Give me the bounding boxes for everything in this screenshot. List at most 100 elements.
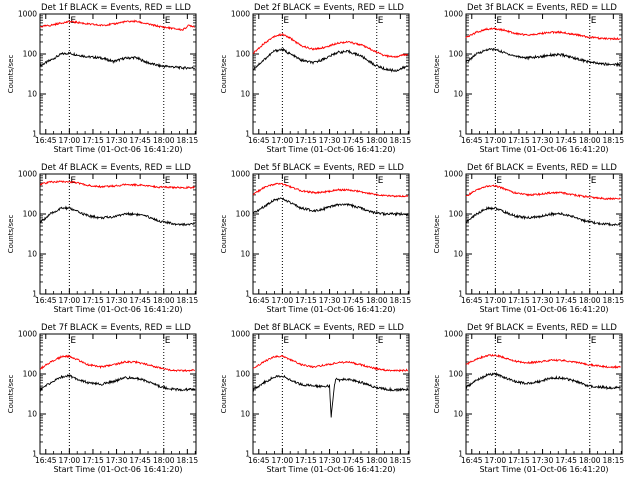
x-tick-label: 17:45: [555, 456, 577, 465]
x-tick-label: 18:00: [579, 136, 601, 145]
y-tick-label: 10: [27, 250, 37, 259]
x-tick-label: 17:45: [342, 456, 364, 465]
x-tick-label: 18:15: [603, 296, 625, 305]
panel-title: Det 4f BLACK = Events, RED = LLD: [41, 163, 191, 173]
x-axis-label: Start Time (01-Oct-06 16:41:20): [53, 305, 182, 314]
x-tick-label: 17:45: [129, 136, 151, 145]
detector-panel: Det 5f BLACK = Events, RED = LLD 1 10 100 10…: [220, 163, 411, 314]
y-tick-label: 100: [23, 50, 38, 59]
x-tick-label: 18:00: [366, 296, 388, 305]
x-axis-label: Start Time (01-Oct-06 16:41:20): [479, 145, 608, 154]
y-tick-label: 1: [458, 290, 463, 299]
time-marker-label: E: [165, 16, 171, 26]
x-tick-label: 17:00: [272, 456, 294, 465]
panel-title: Det 3f BLACK = Events, RED = LLD: [467, 3, 617, 13]
y-tick-label: 10: [453, 90, 463, 99]
y-tick-label: 1: [245, 290, 250, 299]
x-tick-label: 18:00: [366, 456, 388, 465]
y-axis-label: Counts/sec: [433, 55, 441, 94]
y-tick-label: 1: [32, 290, 37, 299]
detector-panel: Det 2f BLACK = Events, RED = LLD 1 10 100 10…: [220, 3, 411, 154]
y-tick-label: 10: [453, 410, 463, 419]
y-tick-label: 1000: [231, 10, 250, 19]
time-marker-label: E: [283, 176, 289, 186]
x-tick-label: 18:00: [153, 136, 175, 145]
y-tick-label: 1: [32, 130, 37, 139]
lld-series-line: [252, 182, 409, 198]
time-marker-label: E: [591, 16, 597, 26]
lld-series-line: [252, 354, 409, 373]
panel-title: Det 8f BLACK = Events, RED = LLD: [254, 323, 404, 333]
time-marker-label: E: [283, 16, 289, 26]
x-tick-label: 16:45: [35, 296, 57, 305]
time-marker-label: E: [591, 336, 597, 346]
x-tick-label: 17:15: [82, 456, 104, 465]
x-tick-label: 17:30: [106, 296, 128, 305]
events-series-line: [252, 197, 409, 217]
y-tick-label: 1: [32, 450, 37, 459]
panel-title: Det 2f BLACK = Events, RED = LLD: [254, 3, 404, 13]
y-tick-label: 1000: [231, 330, 250, 339]
x-tick-label: 17:15: [82, 296, 104, 305]
x-tick-label: 16:45: [35, 456, 57, 465]
x-tick-label: 17:30: [319, 136, 341, 145]
lld-series-line: [465, 27, 621, 41]
y-tick-label: 1: [245, 130, 250, 139]
x-tick-label: 16:45: [248, 136, 270, 145]
panel-title: Det 6f BLACK = Events, RED = LLD: [467, 163, 617, 173]
y-axis-label: Counts/sec: [433, 375, 441, 414]
panel-title: Det 1f BLACK = Events, RED = LLD: [41, 3, 191, 13]
x-tick-label: 18:00: [579, 456, 601, 465]
y-tick-label: 10: [453, 250, 463, 259]
detector-panel: Det 4f BLACK = Events, RED = LLD 1 10 100 10…: [7, 163, 198, 314]
y-axis-label: Counts/sec: [433, 215, 441, 254]
events-series-line: [252, 374, 409, 418]
x-tick-label: 17:00: [485, 136, 507, 145]
lld-series-line: [252, 32, 409, 59]
x-tick-label: 18:15: [177, 296, 199, 305]
y-tick-label: 1: [458, 450, 463, 459]
x-tick-label: 17:00: [272, 136, 294, 145]
x-tick-label: 17:45: [342, 136, 364, 145]
x-tick-label: 18:15: [390, 296, 412, 305]
y-tick-label: 10: [27, 90, 37, 99]
y-tick-label: 100: [236, 210, 251, 219]
plot-frame: [39, 173, 197, 295]
detector-panel: Det 7f BLACK = Events, RED = LLD 1 10 100 10…: [7, 323, 198, 474]
panel-title: Det 5f BLACK = Events, RED = LLD: [254, 163, 404, 173]
y-tick-label: 10: [240, 410, 250, 419]
time-marker-label: E: [378, 176, 384, 186]
x-tick-label: 17:15: [508, 456, 530, 465]
time-marker-label: E: [165, 176, 171, 186]
y-tick-label: 1: [458, 130, 463, 139]
y-tick-label: 100: [449, 370, 464, 379]
x-axis-label: Start Time (01-Oct-06 16:41:20): [266, 465, 395, 474]
x-tick-label: 17:30: [319, 296, 341, 305]
x-tick-label: 17:15: [508, 136, 530, 145]
y-tick-label: 1000: [18, 10, 37, 19]
time-marker-label: E: [496, 16, 502, 26]
y-axis-label: Counts/sec: [220, 215, 228, 254]
x-tick-label: 17:45: [555, 136, 577, 145]
lld-series-line: [465, 353, 621, 369]
detector-panel: Det 1f BLACK = Events, RED = LLD 1 10 100 10…: [7, 3, 198, 154]
events-series-line: [39, 205, 195, 227]
x-tick-label: 18:15: [390, 136, 412, 145]
x-tick-label: 17:30: [106, 456, 128, 465]
x-tick-label: 18:00: [153, 296, 175, 305]
x-axis-label: Start Time (01-Oct-06 16:41:20): [266, 145, 395, 154]
x-tick-label: 17:45: [129, 296, 151, 305]
events-series-line: [39, 374, 196, 392]
y-tick-label: 100: [23, 370, 38, 379]
x-tick-label: 18:00: [153, 456, 175, 465]
x-tick-label: 17:15: [295, 456, 317, 465]
y-tick-label: 10: [27, 410, 37, 419]
x-tick-label: 17:00: [485, 296, 507, 305]
x-tick-label: 17:15: [295, 296, 317, 305]
x-tick-label: 17:30: [532, 296, 554, 305]
plot-frame: [39, 333, 197, 455]
x-tick-label: 16:45: [461, 296, 483, 305]
y-tick-label: 1000: [18, 330, 37, 339]
y-tick-label: 10: [240, 90, 250, 99]
